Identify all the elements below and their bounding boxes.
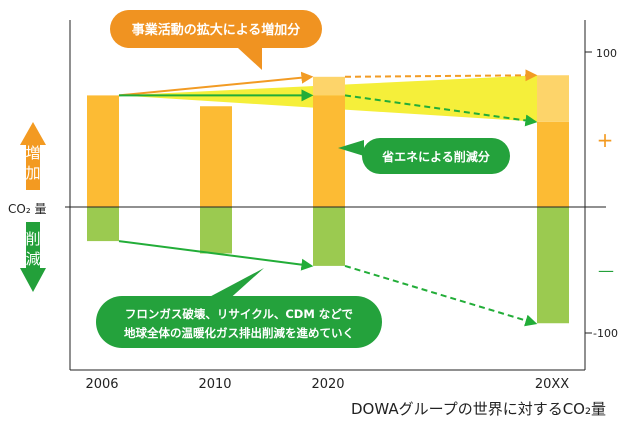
gas-reduction-callout-line-2: 地球全体の温暖化ガス排出削減を進めていく [124,326,354,340]
energy-saving-callout [362,138,510,174]
category-label-20XX: 20XX [535,377,569,392]
axes-layer [65,20,606,371]
trend-lines-layer [118,69,538,327]
category-label-2006: 2006 [85,377,118,392]
plus-sign: + [597,128,614,152]
business-expansion-callout-text: 事業活動の拡大による増加分 [132,22,301,38]
energy-saving-callout-tail [338,140,364,156]
bar-increase-2010 [200,106,232,207]
bar-increase-2006 [87,95,119,207]
ytick-label-100: 100 [596,47,617,60]
gas-reduction-line-solid [118,240,314,271]
chart-title: DOWAグループの世界に対するCO₂量 [351,400,606,418]
bar-increase-20xx [537,121,569,207]
decrease-label-char-2: 減 [25,250,40,268]
bar-decrease-20xx [537,207,569,324]
energy-saving-line-dashed [344,94,538,127]
expansion-line-solid [118,71,314,97]
category-label-2010: 2010 [198,377,231,392]
energy-saving-callout-text: 省エネによる削減分 [381,149,490,164]
gas-reduction-callout-line-1: フロンガス破壊、リサイクル、CDM などで [125,307,353,321]
bar-increase-2020 [313,95,345,207]
y-axis-label: CO₂ 量 [8,202,46,216]
labels-layer: 100 -100 2006 2010 2020 20XX DOWAグループの世界… [8,10,618,418]
category-label-2020: 2020 [311,377,344,392]
gas-reduction-line-dashed [344,264,538,327]
bars-layer [87,75,569,324]
increase-label-char-2: 加 [25,164,40,182]
bar-decrease-2006 [87,207,119,242]
gas-reduction-callout [96,296,382,348]
bar-decrease-2010 [200,207,232,254]
increase-label-char-1: 増 [25,144,40,162]
minus-sign: — [598,261,614,280]
gas-reduction-callout-tail [200,268,264,302]
business-expansion-callout-tail [238,48,262,70]
increase-arrow-icon [20,122,46,190]
decrease-arrow-icon [20,222,46,292]
expansion-line-dashed [344,69,538,82]
ytick-label-minus-100: -100 [593,327,618,340]
decrease-label-char-1: 削 [25,230,40,248]
bar-expansion-2020 [313,76,345,96]
business-expansion-callout [110,10,322,48]
bar-expansion-20xx [537,75,569,122]
bar-decrease-2020 [313,207,345,266]
